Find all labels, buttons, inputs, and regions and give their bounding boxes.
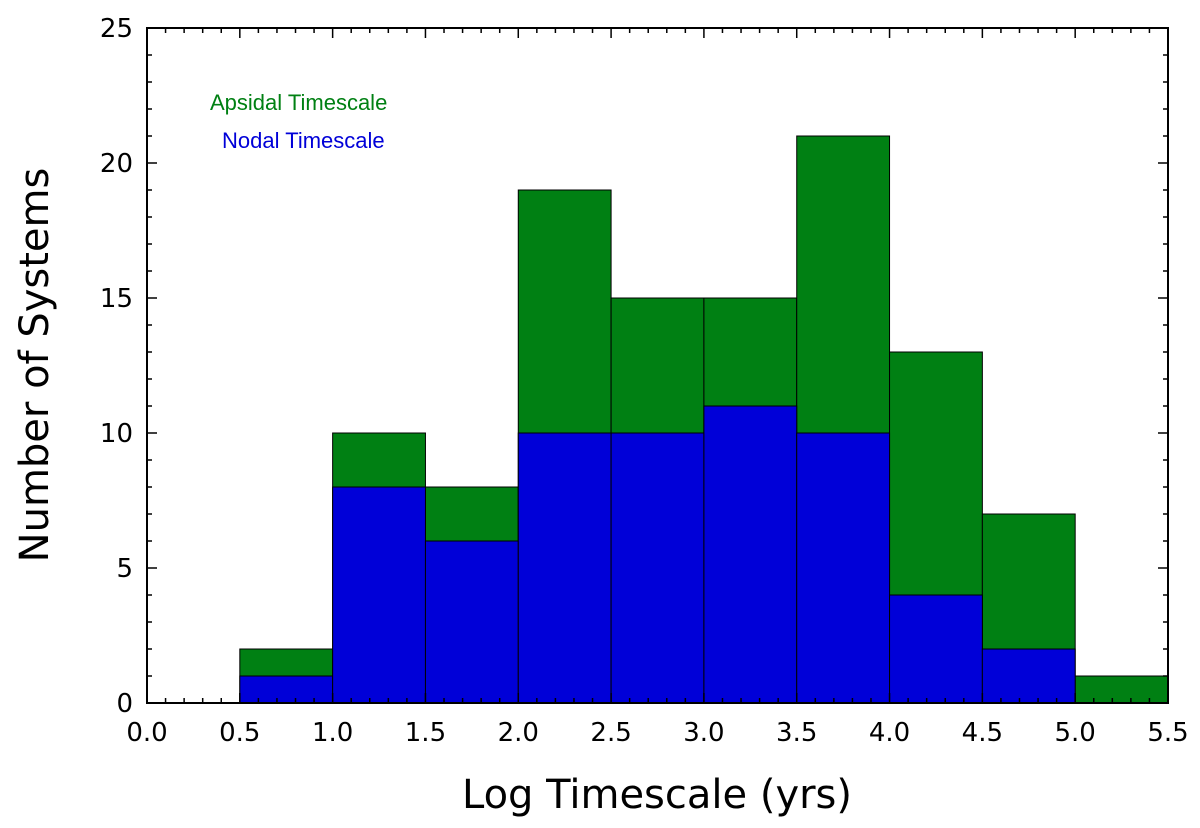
- y-tick-label: 25: [100, 14, 133, 44]
- tick-labels-layer: 0.0 0.5 1.0 1.5 2.0 2.5 3.0 3.5 4.0 4.5 5.0 5.5 0 5 10…: [100, 14, 1189, 748]
- y-tick-label: 15: [100, 284, 133, 314]
- legend-nodal-label: Nodal Timescale: [222, 128, 385, 153]
- x-tick-label: 1.5: [405, 718, 446, 748]
- bars-layer: [239, 135, 1169, 704]
- x-tick-label: 2.0: [498, 718, 539, 748]
- nodal-bar-0.5-1: [239, 675, 334, 704]
- y-tick-label: 10: [100, 419, 133, 449]
- nodal-bar-4.5-5: [981, 648, 1076, 704]
- apsidal-bar-5-5.5: [1074, 675, 1169, 704]
- x-tick-label: 4.0: [869, 718, 910, 748]
- x-axis-title: Log Timescale (yrs): [462, 772, 852, 818]
- nodal-bar-3.5-4: [796, 432, 891, 704]
- y-tick-label: 0: [116, 689, 133, 719]
- nodal-bar-2-2.5: [517, 432, 612, 704]
- nodal-bar-4-4.5: [889, 594, 983, 704]
- x-tick-label: 2.5: [590, 718, 631, 748]
- legend-apsidal-label: Apsidal Timescale: [210, 90, 387, 115]
- nodal-bar-2.5-3: [610, 432, 705, 704]
- x-tick-label: 4.5: [962, 718, 1003, 748]
- x-tick-label: 1.0: [312, 718, 353, 748]
- y-tick-label: 5: [116, 554, 133, 584]
- x-tick-label: 3.5: [776, 718, 817, 748]
- x-tick-label: 5.5: [1147, 718, 1188, 748]
- nodal-bar-1.5-2: [424, 540, 519, 704]
- axes-layer: [146, 27, 1169, 704]
- x-tick-label: 0.5: [219, 718, 260, 748]
- x-tick-label: 3.0: [683, 718, 724, 748]
- nodal-bar-1-1.5: [332, 486, 426, 704]
- x-tick-label: 5.0: [1055, 718, 1096, 748]
- nodal-bar-3-3.5: [703, 405, 798, 704]
- x-tick-label: 0.0: [126, 718, 167, 748]
- plot-frame: [146, 27, 1169, 704]
- y-axis-title: Number of Systems: [12, 168, 58, 563]
- y-tick-label: 20: [100, 149, 133, 179]
